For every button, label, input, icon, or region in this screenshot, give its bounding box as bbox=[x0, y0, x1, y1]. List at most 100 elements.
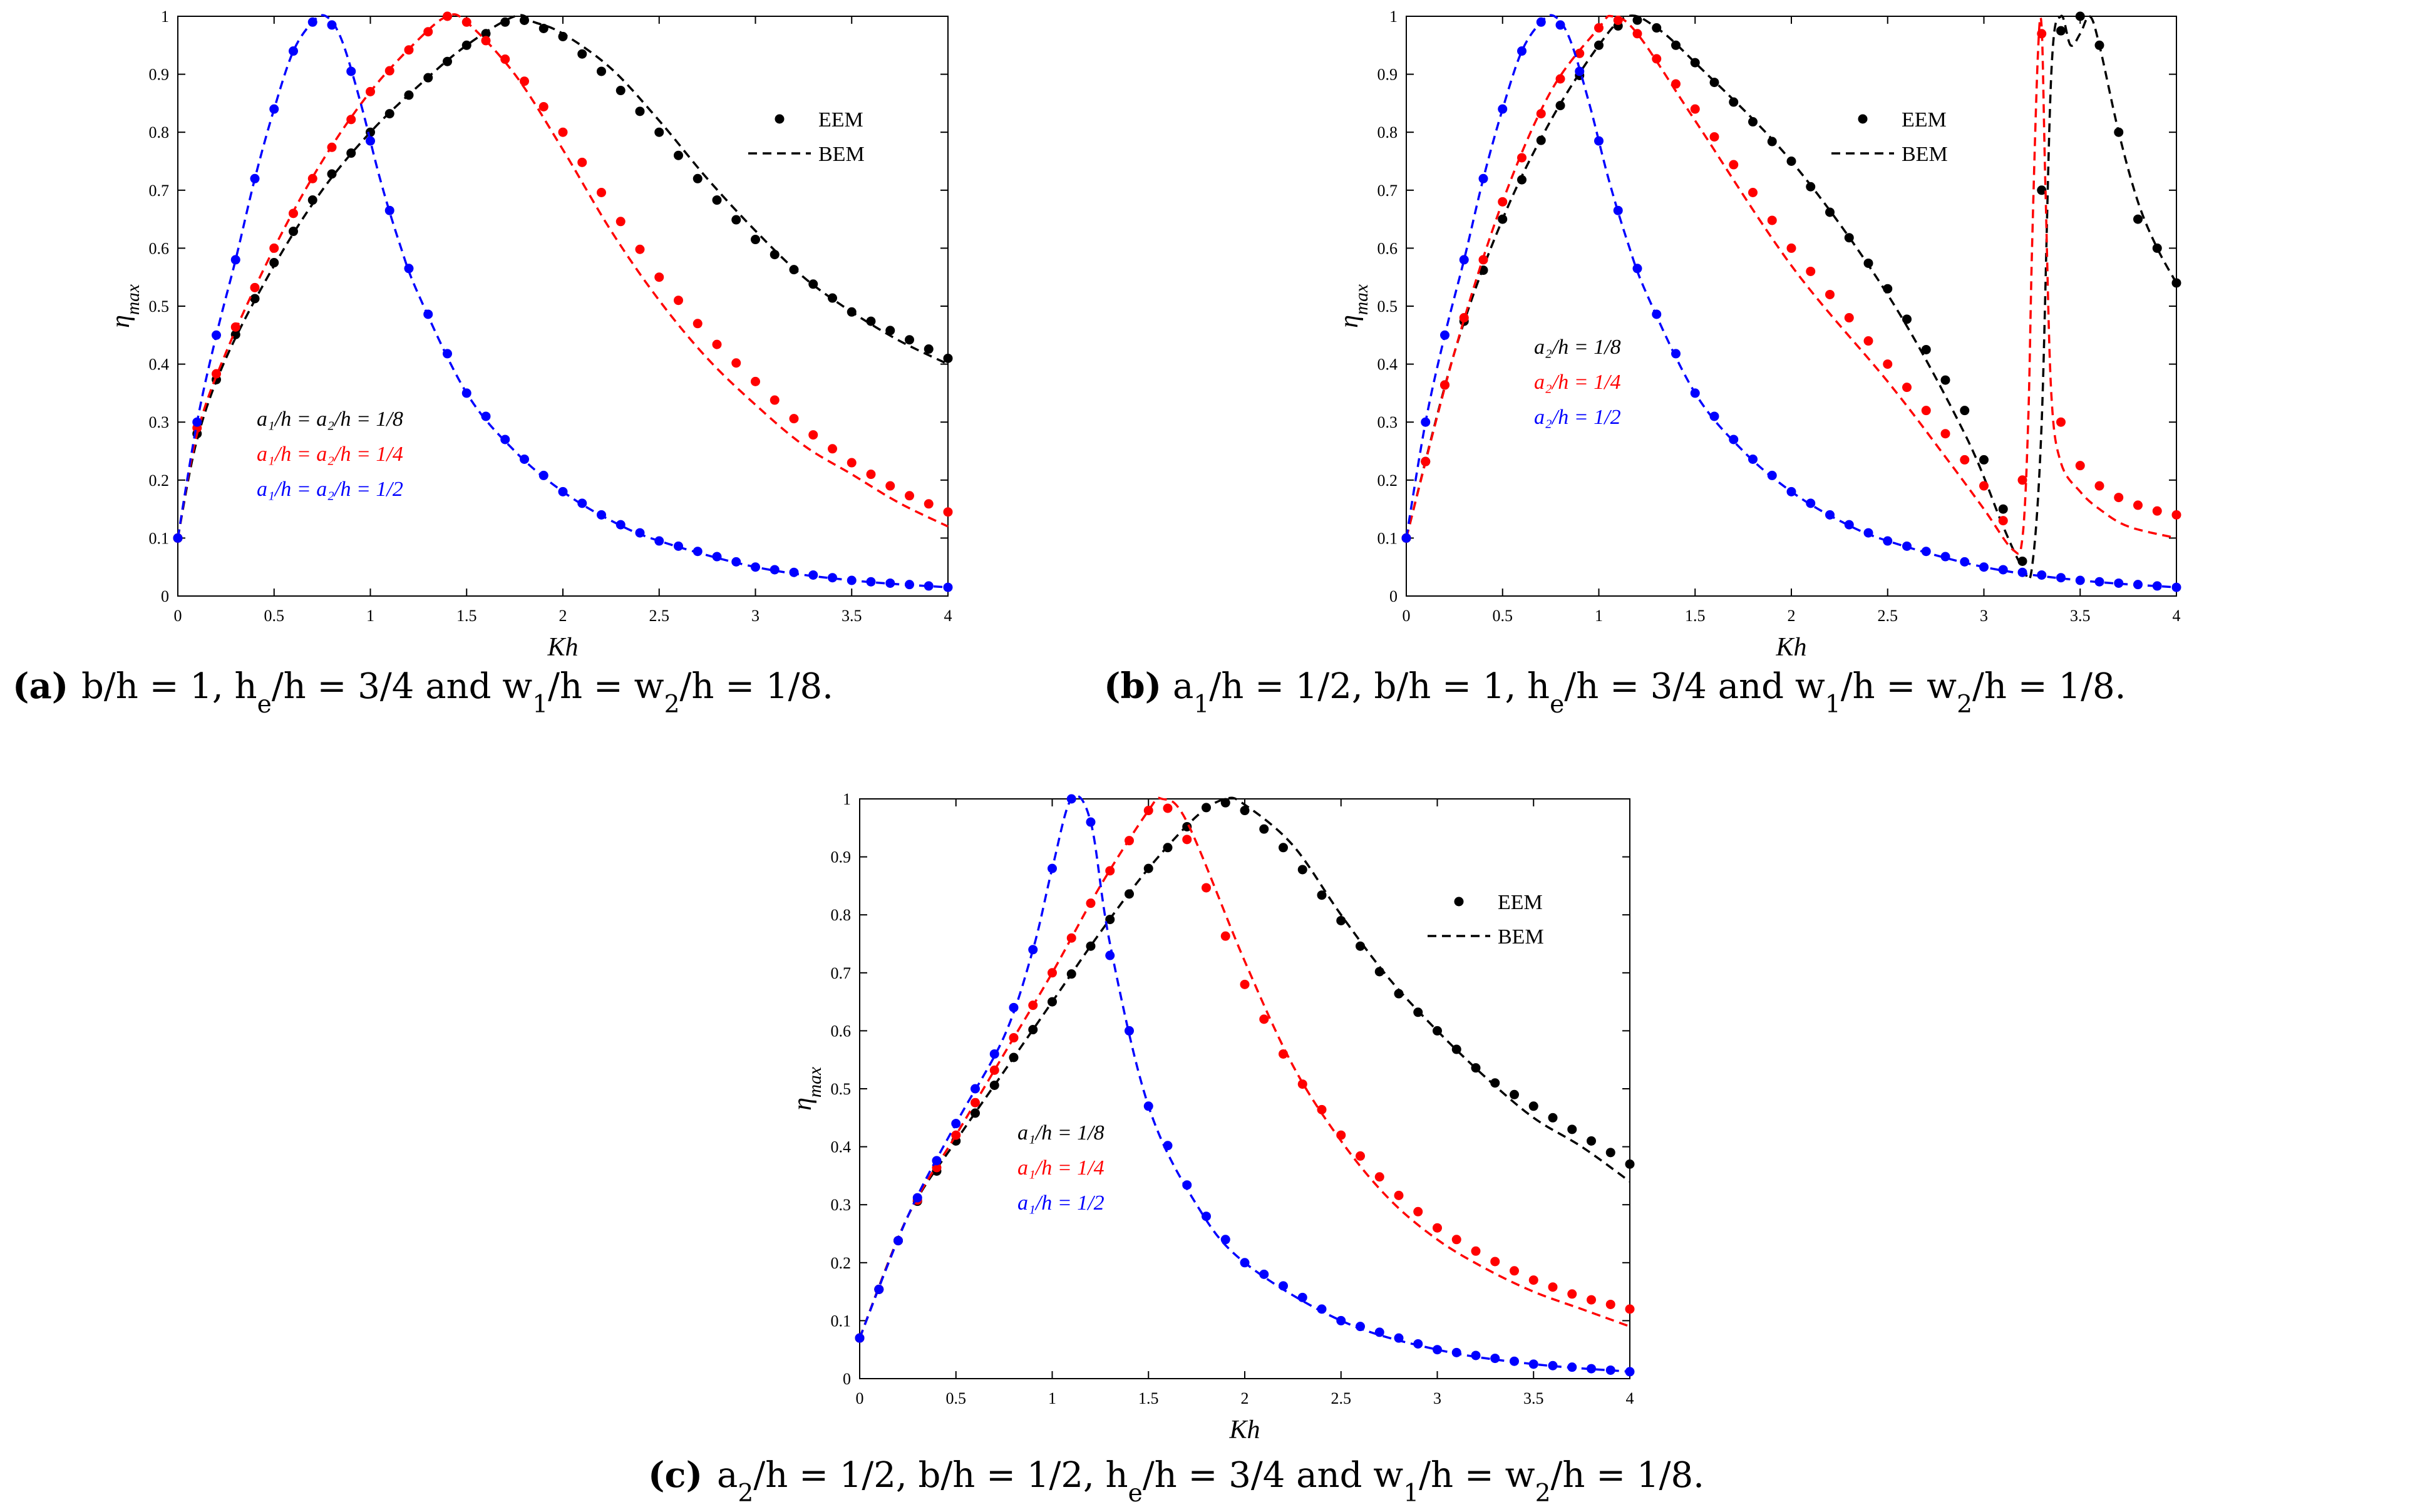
eem-point bbox=[230, 255, 240, 265]
eem-point bbox=[1336, 1315, 1346, 1325]
eem-point bbox=[1536, 135, 1546, 145]
eem-point bbox=[1394, 1333, 1404, 1343]
eem-point bbox=[1086, 898, 1096, 908]
eem-point bbox=[1587, 1136, 1596, 1146]
eem-point bbox=[1517, 175, 1527, 185]
eem-point bbox=[1671, 349, 1681, 359]
eem-point bbox=[538, 23, 548, 33]
eem-point bbox=[1471, 1246, 1481, 1256]
eem-point bbox=[1767, 215, 1777, 225]
legend-eem-marker bbox=[1454, 897, 1464, 907]
eem-point bbox=[1125, 1026, 1134, 1036]
eem-point bbox=[481, 29, 491, 39]
caption-text: a1/h = 1/2, b/h = 1, he/h = 3/4 and w1/h… bbox=[1173, 666, 2126, 719]
y-axis-label: ηmax bbox=[106, 284, 143, 328]
eem-point bbox=[1998, 504, 2008, 514]
y-tick-label: 0.8 bbox=[831, 906, 852, 924]
eem-point bbox=[885, 481, 895, 491]
legend-bem-label: BEM bbox=[818, 143, 865, 166]
x-tick-label: 1.5 bbox=[1138, 1389, 1159, 1407]
eem-point bbox=[971, 1098, 980, 1108]
eem-point bbox=[1490, 1078, 1500, 1088]
x-axis-label: Kh bbox=[547, 633, 578, 662]
eem-point bbox=[366, 86, 375, 96]
eem-point bbox=[1594, 136, 1604, 146]
eem-point bbox=[423, 73, 433, 83]
eem-point bbox=[971, 1084, 980, 1094]
eem-point bbox=[951, 1119, 961, 1129]
y-tick-label: 0.5 bbox=[1377, 297, 1398, 316]
series-annotation: a₂/h = 1/2 bbox=[1534, 406, 1621, 429]
eem-point bbox=[654, 536, 664, 546]
eem-point bbox=[893, 1236, 903, 1246]
eem-point bbox=[1317, 1304, 1327, 1314]
eem-point bbox=[1086, 941, 1096, 951]
eem-point bbox=[1433, 1345, 1442, 1355]
eem-point bbox=[307, 173, 317, 183]
eem-point bbox=[1632, 15, 1642, 25]
eem-point bbox=[2152, 506, 2162, 516]
eem-point bbox=[520, 15, 529, 25]
eem-point bbox=[1297, 1079, 1307, 1089]
y-tick-label: 0.8 bbox=[1377, 123, 1398, 141]
eem-point bbox=[866, 470, 876, 480]
eem-point bbox=[1709, 78, 1719, 88]
y-tick-label: 0.3 bbox=[831, 1196, 852, 1214]
eem-point bbox=[443, 349, 452, 359]
eem-point bbox=[1979, 562, 1989, 572]
eem-point bbox=[731, 557, 741, 567]
eem-point bbox=[1510, 1356, 1519, 1366]
y-tick-label: 0.5 bbox=[149, 297, 170, 316]
eem-point bbox=[212, 330, 221, 340]
eem-point bbox=[1009, 1033, 1019, 1043]
eem-point bbox=[1567, 1362, 1577, 1372]
eem-point bbox=[1806, 498, 1816, 508]
eem-point bbox=[2094, 481, 2104, 491]
eem-point bbox=[1451, 1235, 1461, 1245]
y-tick-label: 0.6 bbox=[1377, 239, 1398, 257]
eem-point bbox=[1498, 104, 1508, 114]
eem-point bbox=[558, 31, 568, 41]
eem-point bbox=[1786, 486, 1796, 496]
eem-point bbox=[558, 486, 568, 496]
series-annotation: a₂/h = 1/4 bbox=[1534, 371, 1621, 394]
eem-point bbox=[1548, 1113, 1558, 1123]
eem-point bbox=[443, 11, 452, 21]
eem-point bbox=[346, 66, 356, 76]
eem-point bbox=[2094, 40, 2104, 50]
eem-point bbox=[1748, 117, 1758, 127]
eem-point bbox=[538, 470, 548, 480]
eem-point bbox=[1374, 967, 1384, 977]
caption-a: (a) b/h = 1, he/h = 3/4 and w1/h = w2/h =… bbox=[13, 666, 833, 719]
bem-line bbox=[858, 796, 1631, 1339]
eem-point bbox=[1105, 866, 1115, 876]
x-tick-label: 0.5 bbox=[946, 1389, 967, 1407]
chart-panel-a: 0 0.5 1 1.5 2 2.5 3 3.5 4 0 0.1 0.2 0.3 0.4 0.5 0.6 0.7 0… bbox=[106, 8, 953, 662]
eem-point bbox=[1451, 1044, 1461, 1054]
x-tick-label: 4 bbox=[2173, 607, 2181, 625]
x-tick-label: 2.5 bbox=[1878, 607, 1898, 625]
eem-point bbox=[1240, 979, 1250, 989]
y-tick-label: 0.5 bbox=[831, 1080, 852, 1098]
caption-tag: (b) bbox=[1104, 666, 1161, 707]
eem-point bbox=[597, 510, 606, 520]
eem-point bbox=[1575, 66, 1585, 76]
eem-point bbox=[1125, 889, 1134, 899]
eem-point bbox=[2171, 510, 2181, 520]
eem-point bbox=[577, 49, 587, 59]
eem-point bbox=[1182, 835, 1192, 845]
eem-point bbox=[905, 491, 914, 501]
eem-point bbox=[1587, 1364, 1596, 1374]
eem-point bbox=[1451, 1347, 1461, 1357]
eem-point bbox=[461, 388, 471, 398]
eem-point bbox=[751, 235, 760, 245]
eem-point bbox=[674, 296, 683, 306]
eem-point bbox=[1729, 97, 1739, 107]
eem-point bbox=[461, 40, 471, 50]
eem-point bbox=[1921, 344, 1931, 354]
series-annotation: a₁/h = a₂/h = 1/2 bbox=[257, 478, 403, 501]
eem-point bbox=[770, 250, 780, 260]
eem-point bbox=[693, 173, 703, 183]
chart-panel-b: 0 0.5 1 1.5 2 2.5 3 3.5 4 0 0.1 0.2 0.3 0.4 0.5 0.6 0.7 0… bbox=[1335, 8, 2181, 662]
eem-point bbox=[1471, 1350, 1481, 1360]
